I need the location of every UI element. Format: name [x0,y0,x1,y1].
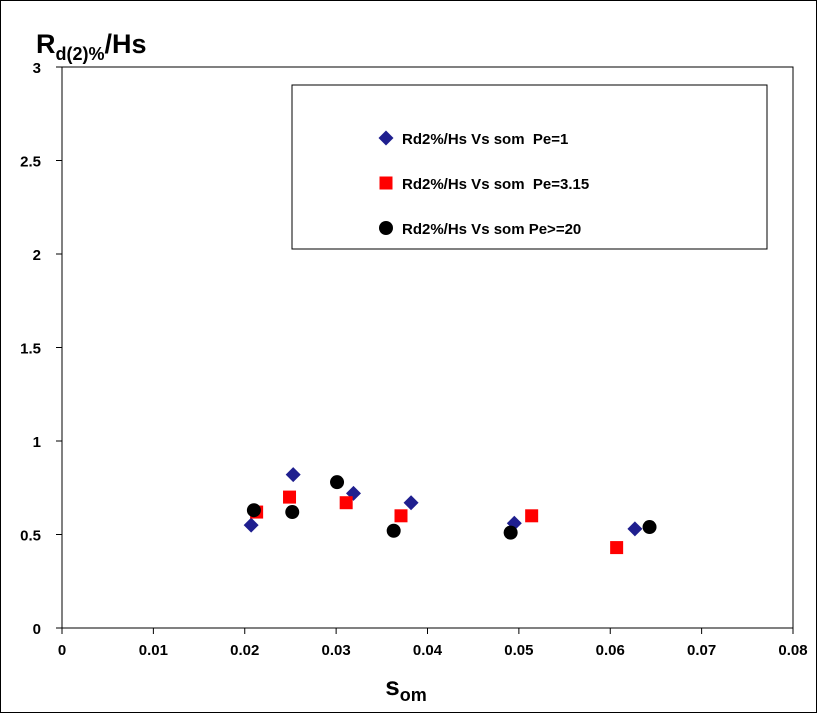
y-tick-label: 1.5 [20,341,41,358]
square-data-point [610,541,624,555]
y-tick-label: 0 [33,621,41,638]
circle-data-point [642,520,657,535]
y-axis-title-tail: /Hs [105,29,147,59]
y-axis-title-main: R [36,29,56,59]
x-tick-label: 0.04 [413,642,443,659]
x-tick-label: 0.06 [596,642,625,659]
y-axis-title: Rd(2)%/Hs [36,29,147,64]
series-2-points [250,490,624,555]
diamond-data-point [403,495,419,511]
legend-item-2: Rd2%/Hs Vs som Pe=3.15 [379,176,589,193]
x-axis-title-main: s [385,671,399,701]
square-data-point [339,496,353,510]
x-tick-label: 0.01 [139,642,168,659]
legend-diamond-marker [378,130,394,146]
square-data-point [283,490,297,504]
legend-label: Rd2%/Hs Vs som Pe>=20 [402,221,581,238]
y-tick-label: 0.5 [20,528,41,545]
legend-circle-marker [379,221,393,235]
legend-box [291,84,768,250]
x-tick-label: 0.03 [322,642,351,659]
x-tick-label: 0 [58,642,66,659]
circle-data-point [330,475,345,490]
legend-label: Rd2%/Hs Vs som Pe=3.15 [402,176,589,193]
diamond-data-point [285,467,301,483]
y-tick-label: 3 [33,60,41,77]
y-tick-label: 2.5 [20,154,41,171]
marks-layer [243,467,657,555]
legend-items: Rd2%/Hs Vs som Pe=1 Rd2%/Hs Vs som Pe=3.1… [378,130,589,238]
y-tick-label: 2 [33,247,41,264]
circle-data-point [285,505,300,520]
legend-item-3: Rd2%/Hs Vs som Pe>=20 [379,221,581,238]
diamond-data-point [627,521,643,537]
legend: Rd2%/Hs Vs som Pe=1 Rd2%/Hs Vs som Pe=3.1… [291,84,768,250]
legend-square-marker [379,176,393,190]
axes-layer: 0 0.01 0.02 0.03 0.04 0.05 0.06 0.07 0.08 0 0.5 1 1.… [20,60,807,659]
legend-item-1: Rd2%/Hs Vs som Pe=1 [378,130,568,148]
series-1-points [243,467,643,537]
x-axis-title-subscript: om [400,685,427,705]
x-tick-label: 0.02 [230,642,259,659]
diamond-data-point [506,515,522,531]
y-axis-title-subscript: d(2)% [56,44,105,64]
x-axis-title: som [385,671,426,705]
square-data-point [394,509,408,523]
x-tick-label: 0.07 [687,642,716,659]
legend-label: Rd2%/Hs Vs som Pe=1 [402,131,568,148]
circle-data-point [503,525,518,540]
circle-data-point [246,503,261,518]
x-tick-label: 0.05 [504,642,533,659]
x-tick-label: 0.08 [778,642,807,659]
diamond-data-point [243,517,259,533]
y-tick-label: 1 [33,434,41,451]
square-data-point [525,509,539,523]
circle-data-point [386,523,401,538]
series-3-points [246,475,657,540]
